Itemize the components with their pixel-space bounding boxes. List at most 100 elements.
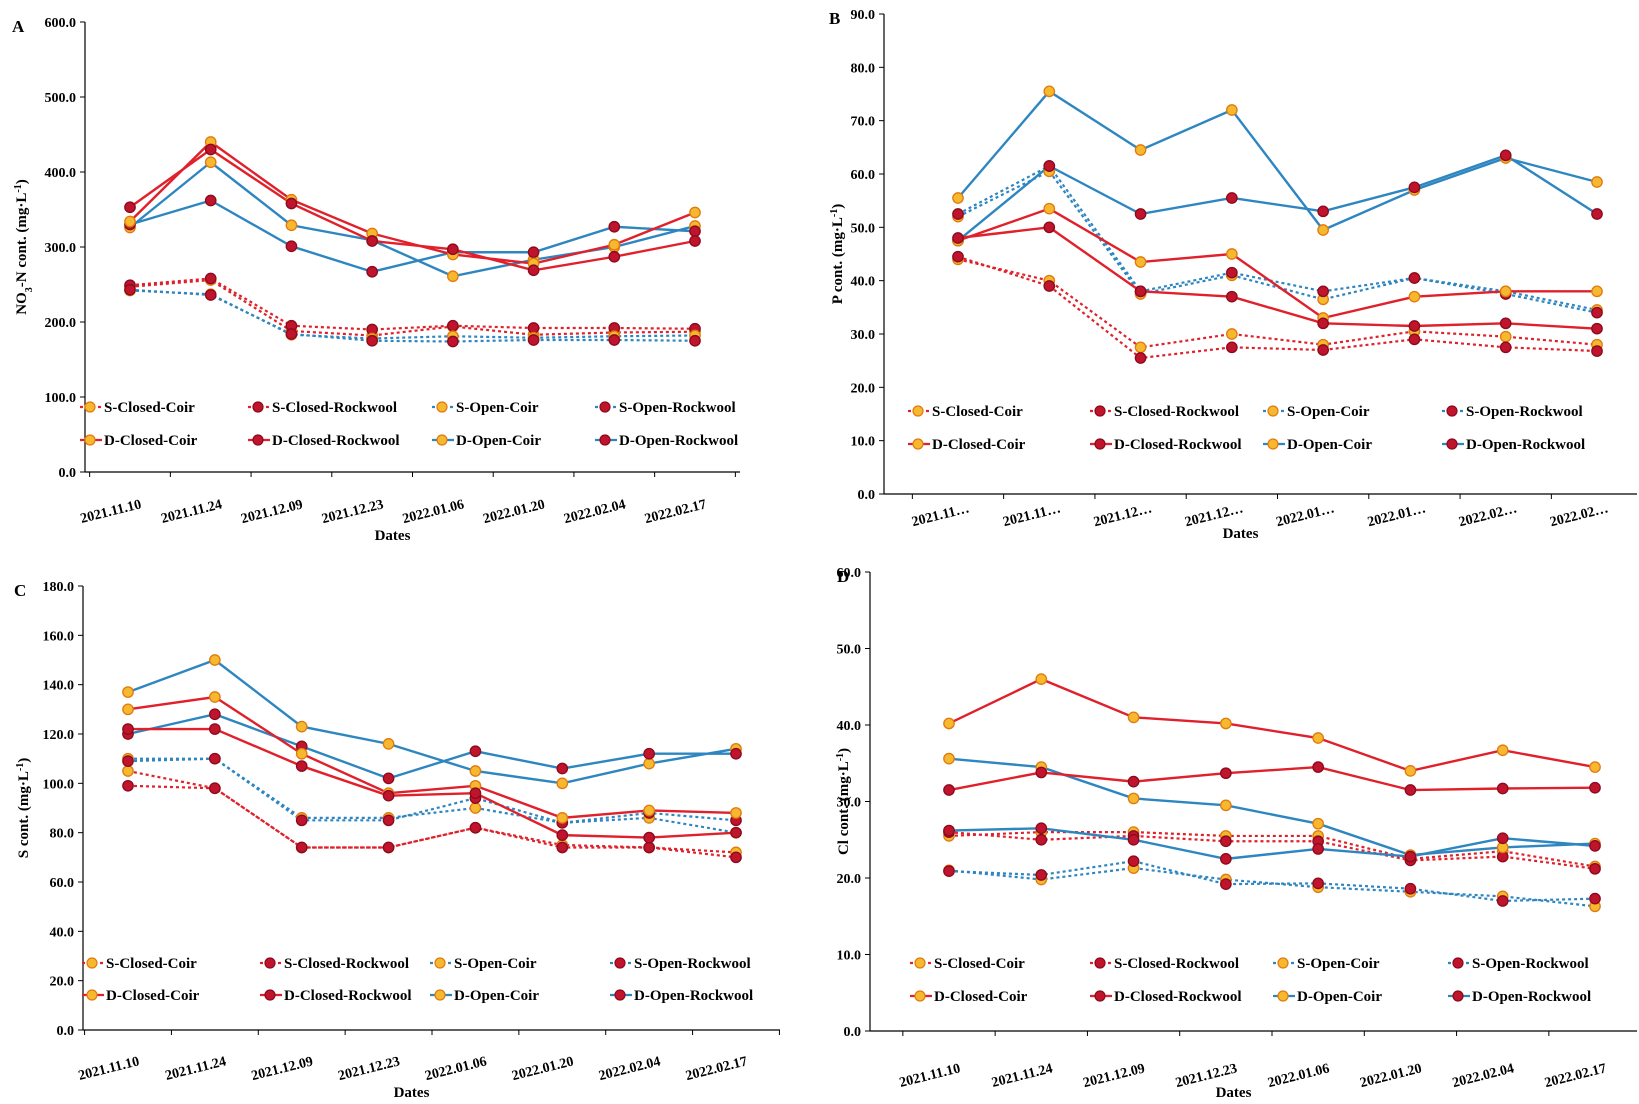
panel-letter: B: [829, 9, 840, 28]
data-point-d-open-coir: [122, 686, 134, 698]
legend-item: D-Closed-Coir: [80, 433, 198, 449]
data-point-s-open-rockwool: [1035, 869, 1048, 881]
legend-item: D-Open-Coir: [432, 433, 541, 449]
legend-label: S-Closed-Coir: [934, 956, 1025, 972]
data-point-d-open-rockwool: [1496, 832, 1509, 845]
series-line-s-open-rockwool: [127, 757, 737, 824]
x-tick-label: 2021.11.10: [77, 1054, 141, 1084]
data-point-d-closed-coir: [943, 717, 955, 730]
data-point-d-closed-rockwool: [1043, 221, 1056, 234]
y-axis-label: NO3-N cont. (mg·L-1): [13, 179, 35, 314]
data-point-d-open-rockwool: [1226, 192, 1238, 204]
series-line-s-open-coir: [957, 169, 1598, 312]
legend-label: D-Open-Coir: [1287, 437, 1372, 453]
legend-label: D-Closed-Coir: [932, 437, 1026, 453]
data-point-s-closed-rockwool: [447, 319, 459, 332]
data-point-s-closed-coir: [1134, 341, 1147, 354]
y-tick-label: 80.0: [50, 827, 75, 842]
panel-letter: A: [12, 17, 25, 36]
legend-label: D-Closed-Coir: [934, 989, 1028, 1005]
data-point-d-open-coir: [382, 738, 395, 750]
y-tick-label: 10.0: [851, 435, 876, 450]
legend-label: S-Open-Rockwool: [634, 956, 751, 972]
x-tick-label: 2022.01.20: [1359, 1061, 1424, 1091]
legend-item: S-Open-Rockwool: [610, 956, 751, 972]
data-point-d-open-coir: [469, 765, 482, 777]
data-point-s-closed-rockwool: [295, 841, 308, 854]
data-point-d-closed-rockwool: [689, 235, 701, 247]
data-point-d-closed-rockwool: [1496, 782, 1509, 795]
data-point-d-open-coir: [285, 219, 298, 232]
legend-marker: [614, 957, 626, 969]
legend-marker: [84, 434, 96, 446]
legend-item: D-Closed-Rockwool: [260, 988, 412, 1004]
data-point-d-open-coir: [295, 720, 308, 733]
legend-marker: [252, 401, 264, 413]
data-point-d-open-rockwool: [469, 745, 482, 758]
data-point-d-closed-coir: [1496, 744, 1509, 757]
y-tick-label: 100.0: [45, 391, 77, 406]
x-tick-label: 2021.11.10: [79, 497, 143, 527]
x-tick-label: 2022.02.17: [643, 497, 708, 527]
data-point-s-open-rockwool: [1220, 878, 1232, 890]
data-point-s-open-rockwool: [527, 334, 540, 346]
y-tick-label: 300.0: [45, 241, 77, 256]
data-point-d-closed-rockwool: [608, 250, 621, 263]
data-point-d-open-coir: [209, 654, 221, 666]
data-point-d-open-coir: [447, 270, 459, 283]
data-point-d-closed-coir: [608, 238, 621, 251]
data-point-d-open-coir: [556, 777, 569, 790]
legend-label: S-Closed-Rockwool: [1114, 404, 1239, 420]
data-point-d-open-coir: [952, 192, 964, 204]
x-tick-label: 2022.02.04: [562, 497, 627, 527]
series-line-d-open-coir: [948, 757, 1596, 857]
series-line-s-closed-coir: [957, 258, 1598, 349]
y-tick-label: 50.0: [851, 221, 876, 236]
x-tick-label: 2022.01.06: [424, 1054, 489, 1084]
legend-item: S-Open-Rockwool: [1442, 404, 1583, 420]
legend-marker: [264, 989, 276, 1001]
legend-marker: [436, 434, 448, 446]
legend-marker: [1452, 990, 1464, 1002]
data-point-d-open-rockwool: [1317, 205, 1329, 218]
legend-marker: [912, 438, 924, 450]
data-point-d-open-coir: [1591, 176, 1603, 188]
data-point-s-closed-rockwool: [1591, 345, 1603, 357]
data-point-d-closed-rockwool: [447, 243, 459, 256]
legend-item: S-Closed-Rockwool: [260, 956, 409, 972]
data-point-d-closed-coir: [689, 206, 701, 219]
panel-c-s-chart: C 0.0 20.0 40.0 60.0 80.0 100.0 120.0 140.0 160.0…: [14, 580, 780, 1101]
series-line-s-open-rockwool: [129, 288, 696, 343]
data-point-d-closed-rockwool: [1035, 766, 1048, 779]
series-line-d-closed-coir: [957, 207, 1597, 320]
x-tick-label: 2021.12…: [1092, 501, 1153, 530]
x-tick-label: 2021.11.24: [160, 497, 224, 527]
data-point-d-open-rockwool: [556, 762, 569, 775]
data-point-d-closed-coir: [1226, 248, 1238, 260]
data-point-d-closed-coir: [1220, 717, 1232, 730]
data-point-d-open-coir: [1043, 85, 1056, 98]
legend-marker: [434, 957, 446, 969]
data-point-d-open-coir: [643, 757, 655, 770]
y-tick-label: 0.0: [57, 1024, 75, 1039]
series-line-s-closed-rockwool: [127, 784, 737, 859]
legend-marker: [264, 957, 276, 969]
legend-item: D-Closed-Coir: [910, 989, 1028, 1005]
legend-marker: [914, 990, 926, 1002]
data-point-d-closed-rockwool: [952, 232, 964, 244]
legend-label: D-Open-Rockwool: [1466, 437, 1585, 453]
data-point-d-open-rockwool: [1404, 850, 1417, 863]
legend-marker: [1094, 438, 1106, 450]
y-tick-label: 60.0: [851, 168, 876, 183]
data-point-s-closed-rockwool: [469, 821, 482, 834]
legend-label: S-Open-Coir: [456, 400, 539, 416]
data-point-d-closed-rockwool: [382, 789, 395, 802]
y-tick-label: 60.0: [837, 566, 862, 581]
data-point-d-closed-rockwool: [1589, 781, 1601, 794]
series-line-s-open-rockwool: [948, 860, 1596, 903]
legend-item: D-Open-Coir: [1263, 437, 1372, 453]
data-point-d-closed-rockwool: [124, 201, 136, 214]
legend-marker: [1452, 957, 1464, 969]
data-point-d-open-coir: [943, 752, 955, 765]
legend-marker: [599, 401, 611, 413]
